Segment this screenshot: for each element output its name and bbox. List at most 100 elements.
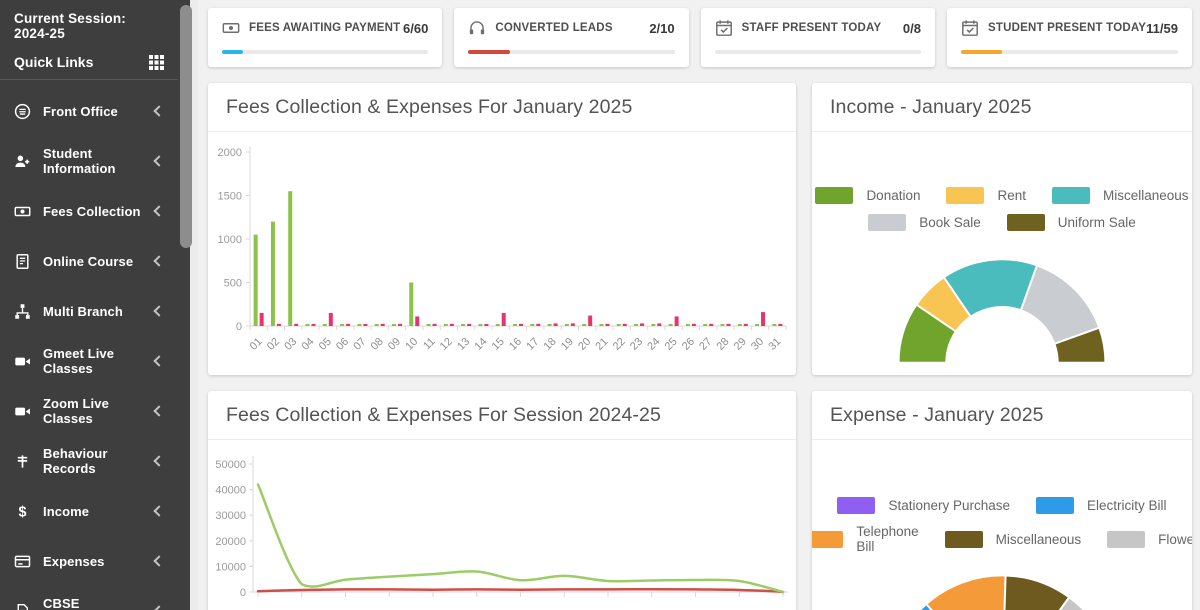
sidebar-item-multi-branch[interactable]: Multi Branch: [0, 286, 178, 336]
legend-row: Donation Rent Miscellaneous: [812, 187, 1192, 204]
stat-card-value: 6/60: [403, 20, 429, 36]
legend-label: Miscellaneous: [1103, 188, 1189, 203]
chevron-left-icon: [153, 205, 165, 217]
pie-slice-electricity-bill[interactable]: [893, 603, 961, 610]
quick-links[interactable]: Quick Links: [14, 54, 164, 70]
svg-text:12: 12: [438, 336, 455, 353]
chevron-left-icon: [153, 505, 165, 517]
legend-item-miscellaneous[interactable]: Miscellaneous: [1052, 187, 1189, 204]
income-donut-chart[interactable]: [812, 241, 1192, 375]
chevron-left-icon: [153, 405, 165, 417]
pie-slice-miscellaneous[interactable]: [1003, 574, 1071, 610]
expense-legend: Stationery Purchase Electricity Bill Telep…: [812, 497, 1192, 554]
svg-text:23: 23: [628, 336, 645, 353]
pie-slice-telephone-bill[interactable]: [925, 574, 1007, 610]
legend-label: Telephone Bill: [856, 524, 919, 554]
scrollbar-thumb[interactable]: [180, 5, 192, 248]
sidebar-item-front-office[interactable]: Front Office: [0, 86, 178, 136]
sidebar-item-cbse-examination[interactable]: CBSE Examination: [0, 586, 178, 610]
legend-item-uniform-sale[interactable]: Uniform Sale: [1006, 214, 1136, 231]
pie-slice-uniform-sale[interactable]: [1053, 326, 1107, 364]
svg-text:06: 06: [334, 336, 351, 353]
svg-text:29: 29: [732, 336, 749, 353]
svg-text:30000: 30000: [215, 510, 246, 522]
legend-item-rent[interactable]: Rent: [946, 187, 1026, 204]
legend-label: Electricity Bill: [1087, 498, 1167, 513]
legend-label: Uniform Sale: [1057, 215, 1136, 230]
progress-bar: [222, 50, 429, 54]
stat-card-converted-leads[interactable]: CONVERTED LEADS 2/10: [454, 8, 689, 67]
svg-text:31: 31: [766, 336, 783, 353]
calendar-check-icon: [961, 19, 979, 37]
income-chart-card: Income - January 2025 Donation Rent Miscel…: [812, 83, 1192, 375]
line-chart[interactable]: 0 10000 20000 30000 40000 50000: [208, 440, 794, 610]
sidebar-item-income[interactable]: $ Income: [0, 486, 178, 536]
sidebar-menu: Front Office Student Information Fees Coll…: [0, 80, 178, 610]
stat-card-fees-awaiting-payment[interactable]: FEES AWAITING PAYMENT 6/60: [208, 8, 443, 67]
legend-swatch: [815, 187, 854, 204]
legend-swatch: [868, 214, 907, 231]
fees-session-chart-body: 0 10000 20000 30000 40000 50000: [208, 440, 796, 610]
svg-text:19: 19: [559, 336, 576, 353]
svg-text:04: 04: [299, 336, 316, 353]
svg-text:02: 02: [265, 336, 282, 353]
svg-text:16: 16: [507, 336, 524, 353]
svg-text:25: 25: [663, 336, 680, 353]
sidebar-item-gmeet-live-classes[interactable]: Gmeet Live Classes: [0, 336, 178, 386]
chevron-left-icon: [153, 255, 165, 267]
pie-slice-flower[interactable]: [1038, 596, 1116, 610]
svg-text:17: 17: [524, 336, 541, 353]
sidebar-item-fees-collection[interactable]: Fees Collection: [0, 186, 178, 236]
fees-session-chart-card: Fees Collection & Expenses For Session 2…: [208, 391, 796, 610]
svg-text:15: 15: [490, 336, 507, 353]
sidebar-item-label: Online Course: [43, 253, 134, 269]
legend-label: Flower: [1158, 531, 1192, 547]
sidebar-item-label: Front Office: [43, 103, 118, 119]
sidebar-item-zoom-live-classes[interactable]: Zoom Live Classes: [0, 386, 178, 436]
progress-bar: [468, 50, 675, 54]
legend-item-electricity-bill[interactable]: Electricity Bill: [1036, 497, 1167, 514]
stat-card-staff-present-today[interactable]: STAFF PRESENT TODAY 0/8: [700, 8, 935, 67]
sidebar: Current Session: 2024-25 Quick Links Fro…: [0, 0, 178, 610]
stat-cards-row: FEES AWAITING PAYMENT 6/60 CONVERTED LEADS…: [208, 8, 1192, 67]
legend-item-stationery-purchase[interactable]: Stationery Purchase: [837, 497, 1010, 514]
svg-text:$: $: [19, 504, 27, 520]
sidebar-item-online-course[interactable]: Online Course: [0, 236, 178, 286]
legend-item-telephone-bill[interactable]: Telephone Bill: [812, 524, 919, 554]
multi-branch-icon: [13, 303, 32, 320]
legend-swatch: [812, 530, 844, 548]
svg-text:21: 21: [593, 336, 610, 353]
sidebar-item-student-information[interactable]: Student Information: [0, 136, 178, 186]
calendar-check-icon: [715, 19, 733, 37]
svg-text:28: 28: [714, 336, 731, 353]
chevron-left-icon: [153, 355, 165, 367]
sidebar-scrollbar[interactable]: [178, 0, 198, 610]
legend-swatch: [1107, 530, 1146, 548]
scrollbar-track[interactable]: [190, 0, 198, 610]
sidebar-item-behaviour-records[interactable]: Behaviour Records: [0, 436, 178, 486]
expense-donut-chart[interactable]: [812, 564, 1192, 610]
svg-text:18: 18: [542, 336, 559, 353]
bar-chart[interactable]: 0 500 1000 1500 2000 01 02 03 04 05 06 07 08 09 10 11 12…: [208, 132, 794, 375]
headset-icon: [468, 19, 486, 37]
grid-icon[interactable]: [149, 54, 164, 70]
legend-item-flower[interactable]: Flower: [1107, 530, 1192, 548]
legend-item-miscellaneous[interactable]: Miscellaneous: [944, 530, 1081, 548]
sidebar-item-label: Behaviour Records: [43, 446, 108, 476]
svg-text:10000: 10000: [215, 561, 246, 573]
chevron-left-icon: [153, 305, 165, 317]
sidebar-item-label: Income: [43, 503, 90, 519]
legend-swatch: [946, 187, 985, 204]
progress-fill: [468, 50, 510, 54]
chart-title-income: Income - January 2025: [812, 83, 1192, 132]
charts-grid: Fees Collection & Expenses For January 2…: [208, 83, 1192, 610]
sidebar-item-label: Gmeet Live Classes: [43, 346, 115, 376]
chevron-left-icon: [153, 605, 165, 610]
sidebar-item-expenses[interactable]: Expenses: [0, 536, 178, 586]
svg-text:500: 500: [224, 278, 242, 290]
legend-item-book-sale[interactable]: Book Sale: [868, 214, 981, 231]
stat-card-student-present-today[interactable]: STUDENT PRESENT TODAY 11/59: [946, 8, 1192, 67]
legend-item-donation[interactable]: Donation: [815, 187, 920, 204]
expense-chart-card: Expense - January 2025 Stationery Purcha…: [812, 391, 1192, 610]
svg-text:14: 14: [472, 336, 489, 353]
